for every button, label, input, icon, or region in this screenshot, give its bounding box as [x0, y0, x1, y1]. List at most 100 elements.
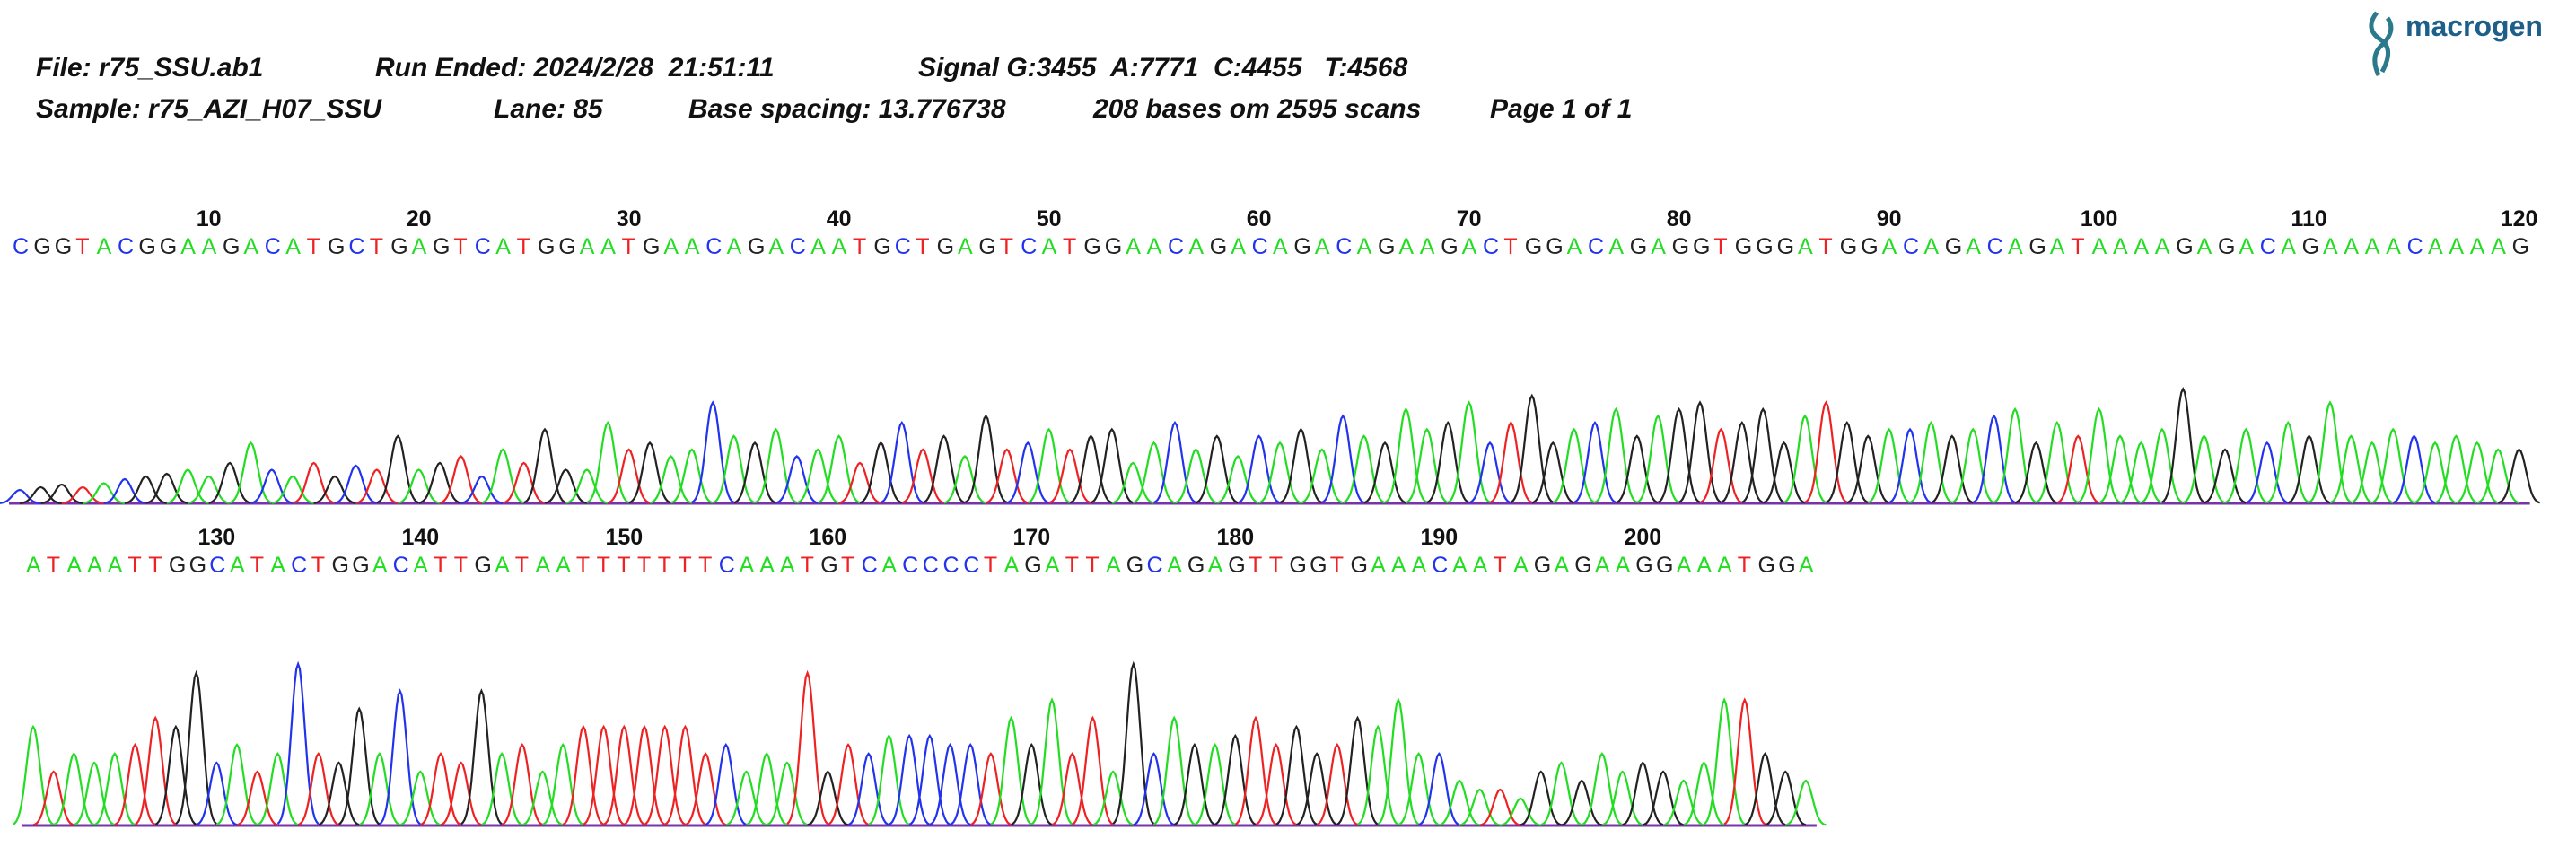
- peak: [889, 733, 931, 825]
- base: T: [370, 234, 383, 259]
- base: G: [643, 234, 660, 259]
- base: A: [2050, 234, 2065, 259]
- peak: [2329, 434, 2373, 504]
- peak: [1479, 788, 1521, 826]
- peak: [901, 448, 944, 504]
- base: G: [55, 234, 72, 259]
- peak: [399, 770, 442, 826]
- peak: [1459, 788, 1501, 826]
- peak: [817, 434, 861, 504]
- base: T: [853, 234, 866, 259]
- peak: [2266, 421, 2309, 503]
- base: A: [740, 553, 755, 578]
- peak: [908, 733, 951, 825]
- base: T: [1269, 553, 1283, 578]
- base: G: [748, 234, 765, 259]
- base: G: [1945, 234, 1962, 259]
- base: G: [2302, 234, 2319, 259]
- base: A: [1923, 234, 1939, 259]
- base: A: [2344, 234, 2359, 259]
- peak: [1153, 715, 1196, 825]
- base: G: [1861, 234, 1878, 259]
- peak: [1011, 743, 1053, 825]
- base: A: [495, 553, 510, 578]
- peak: [318, 761, 360, 826]
- base: G: [1378, 234, 1395, 259]
- base: G: [1441, 234, 1458, 259]
- peak: [644, 724, 686, 825]
- peak: [135, 715, 177, 825]
- base: T: [678, 553, 691, 578]
- base: A: [768, 234, 784, 259]
- header-field: Lane: 85: [494, 94, 604, 124]
- base: A: [1208, 553, 1223, 578]
- peak: [503, 461, 546, 504]
- peak: [2014, 441, 2058, 504]
- peak: [523, 427, 566, 504]
- header-field: 208 bases om 2595 scans: [1092, 94, 1421, 124]
- peak: [1744, 752, 1786, 826]
- base: G: [189, 553, 206, 578]
- base: T: [698, 553, 712, 578]
- base: G: [1024, 553, 1041, 578]
- base: C: [790, 234, 806, 259]
- base: A: [412, 234, 427, 259]
- base: T: [307, 234, 320, 259]
- base: A: [1696, 553, 1712, 578]
- base: A: [372, 553, 388, 578]
- base: G: [1105, 234, 1122, 259]
- peak: [664, 724, 706, 825]
- peak: [746, 752, 788, 826]
- peak: [2498, 448, 2541, 504]
- base: T: [128, 553, 142, 578]
- peak: [93, 752, 136, 826]
- peak: [2392, 434, 2436, 504]
- peak: [1196, 434, 1239, 504]
- peak: [943, 455, 986, 504]
- peak: [2098, 434, 2142, 504]
- base: T: [984, 553, 997, 578]
- peak: [950, 743, 992, 825]
- peak: [0, 488, 41, 504]
- peak: [1888, 427, 1932, 504]
- peak: [2351, 441, 2394, 504]
- peak: [733, 441, 776, 504]
- peak: [2036, 421, 2079, 503]
- base: T: [1738, 553, 1751, 578]
- peak: [1091, 427, 1134, 504]
- peak: [1622, 761, 1664, 826]
- base: T: [637, 553, 651, 578]
- peak: [40, 483, 83, 504]
- peak: [2182, 434, 2226, 504]
- peak: [562, 724, 605, 825]
- peak: [1662, 779, 1704, 826]
- peak: [1279, 427, 1323, 504]
- base: T: [801, 553, 814, 578]
- peak: [1006, 441, 1049, 504]
- base: C: [393, 553, 409, 578]
- base: G: [1635, 553, 1652, 578]
- peak: [1069, 434, 1113, 504]
- peak: [1468, 441, 1511, 504]
- base: G: [1574, 553, 1591, 578]
- peak: [1783, 414, 1827, 503]
- base: A: [97, 234, 112, 259]
- base: C: [862, 553, 878, 578]
- base: T: [454, 553, 468, 578]
- base: C: [2407, 234, 2423, 259]
- peak: [83, 482, 125, 504]
- base: A: [1677, 553, 1692, 578]
- peak: [796, 448, 839, 504]
- base: A: [1798, 234, 1813, 259]
- base: A: [958, 234, 973, 259]
- peak: [337, 706, 381, 825]
- peak: [103, 477, 146, 504]
- peak: [623, 724, 666, 825]
- base: G: [1756, 234, 1773, 259]
- base: C: [1987, 234, 2003, 259]
- peak: [1316, 743, 1358, 825]
- base: G: [1693, 234, 1710, 259]
- peak: [1255, 743, 1297, 825]
- peak: [145, 472, 188, 504]
